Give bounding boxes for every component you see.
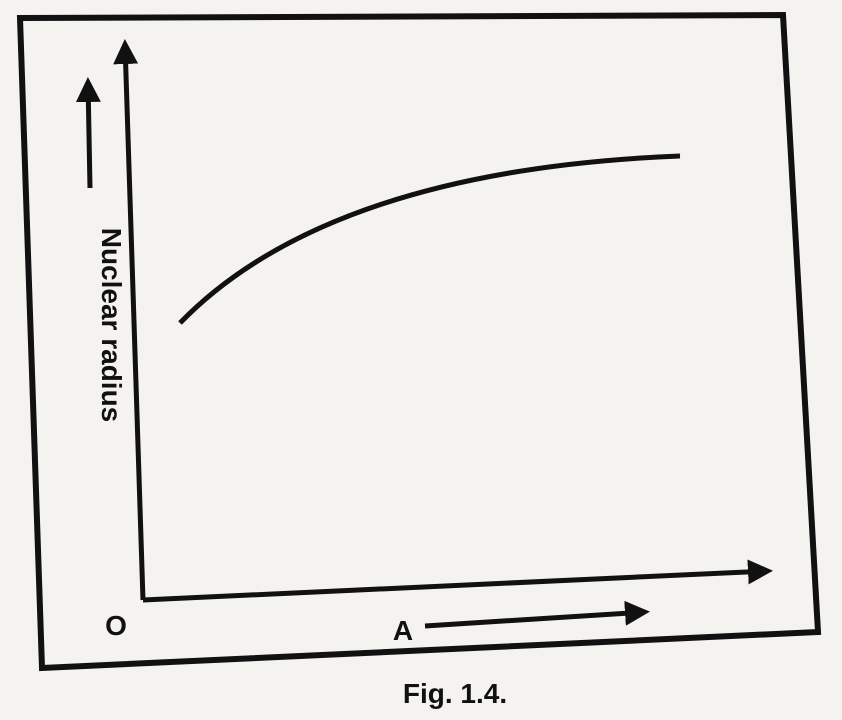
origin-label: O bbox=[105, 610, 127, 641]
curve bbox=[178, 153, 681, 325]
y-axis-label: Nuclear radius bbox=[96, 228, 127, 423]
x-label-arrow bbox=[424, 600, 650, 629]
x-axis bbox=[142, 559, 773, 603]
frame bbox=[16, 11, 822, 672]
x-axis-label: A bbox=[393, 615, 413, 646]
y-label-arrow bbox=[75, 77, 101, 189]
y-axis bbox=[113, 39, 146, 601]
caption: Fig. 1.4. bbox=[403, 678, 507, 709]
